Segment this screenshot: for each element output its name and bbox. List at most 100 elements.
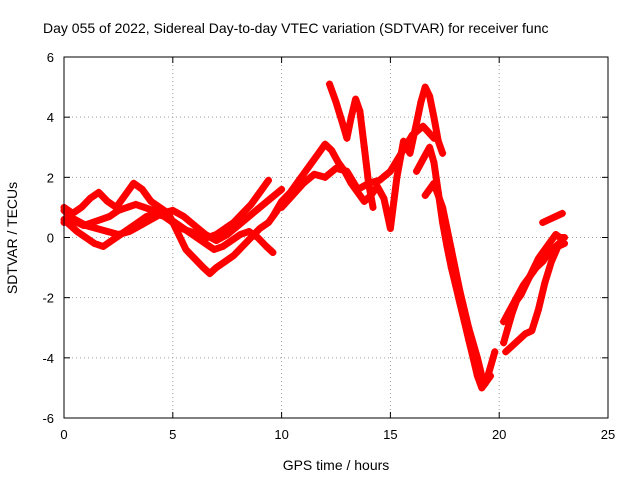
data-point bbox=[380, 194, 388, 202]
data-point bbox=[247, 234, 255, 241]
data-point bbox=[262, 243, 270, 251]
data-point bbox=[519, 282, 527, 290]
data-point bbox=[201, 230, 209, 238]
data-point bbox=[480, 381, 488, 389]
data-point bbox=[221, 224, 229, 232]
data-point bbox=[547, 258, 555, 266]
data-point bbox=[247, 200, 255, 208]
y-tick-label: 4 bbox=[47, 110, 54, 125]
data-point bbox=[419, 122, 427, 130]
data-point bbox=[82, 221, 90, 229]
data-point bbox=[169, 206, 177, 214]
data-point bbox=[312, 152, 320, 160]
data-point bbox=[125, 227, 133, 235]
data-point bbox=[199, 264, 207, 272]
x-tick-label: 10 bbox=[274, 427, 288, 442]
data-point bbox=[439, 149, 447, 157]
data-point bbox=[365, 179, 373, 187]
x-tick-label: 15 bbox=[383, 427, 397, 442]
plot-frame bbox=[63, 56, 609, 419]
data-point bbox=[421, 83, 429, 91]
grid bbox=[64, 57, 608, 418]
data-point bbox=[506, 306, 514, 314]
data-series bbox=[60, 80, 568, 392]
y-tick-label: 6 bbox=[47, 50, 54, 65]
data-point bbox=[82, 234, 90, 241]
data-point bbox=[288, 191, 296, 199]
data-point bbox=[539, 218, 547, 226]
data-point bbox=[430, 179, 438, 187]
data-point bbox=[295, 176, 303, 184]
data-point bbox=[413, 167, 421, 175]
data-point bbox=[543, 243, 551, 251]
data-point bbox=[173, 227, 181, 235]
data-point bbox=[545, 215, 553, 223]
data-point bbox=[417, 98, 425, 106]
data-point bbox=[321, 140, 329, 148]
data-point bbox=[245, 227, 253, 235]
data-point bbox=[147, 197, 155, 205]
data-point bbox=[376, 176, 384, 184]
data-point bbox=[343, 167, 351, 175]
data-point bbox=[343, 134, 351, 142]
data-point bbox=[223, 230, 231, 238]
data-point bbox=[180, 212, 188, 220]
data-point bbox=[386, 167, 394, 175]
data-point bbox=[328, 146, 336, 154]
data-point bbox=[352, 95, 360, 103]
data-point bbox=[90, 240, 98, 248]
data-point bbox=[473, 354, 481, 362]
data-point bbox=[430, 134, 438, 142]
data-trace-6 bbox=[326, 80, 377, 211]
data-point bbox=[426, 143, 434, 151]
data-point bbox=[93, 224, 101, 232]
data-point bbox=[186, 227, 194, 235]
data-point bbox=[269, 212, 277, 220]
data-point bbox=[256, 224, 264, 232]
y-tick-label: -2 bbox=[42, 291, 54, 306]
y-axis-label: SDTVAR / TECUs bbox=[4, 182, 20, 294]
data-trace-12 bbox=[539, 209, 566, 226]
data-point bbox=[321, 173, 329, 181]
data-point bbox=[456, 288, 464, 296]
data-point bbox=[356, 107, 364, 115]
data-point bbox=[210, 246, 218, 254]
data-point bbox=[77, 203, 85, 211]
data-point bbox=[147, 215, 155, 223]
x-tick-label: 20 bbox=[492, 427, 506, 442]
data-point bbox=[99, 243, 107, 251]
data-point bbox=[447, 246, 455, 254]
data-point bbox=[430, 113, 438, 121]
data-point bbox=[552, 230, 560, 238]
data-point bbox=[408, 131, 416, 139]
data-point bbox=[552, 212, 560, 220]
data-point bbox=[238, 243, 246, 251]
data-point bbox=[502, 348, 510, 356]
data-point bbox=[95, 188, 103, 196]
y-tick-label: -6 bbox=[42, 411, 54, 426]
data-point bbox=[419, 155, 427, 163]
data-point bbox=[158, 209, 166, 217]
data-point bbox=[245, 212, 253, 220]
data-point bbox=[539, 258, 547, 266]
data-point bbox=[386, 224, 394, 232]
data-point bbox=[278, 185, 286, 193]
data-point bbox=[310, 170, 318, 178]
data-point bbox=[71, 215, 79, 223]
y-tick-label: 2 bbox=[47, 170, 54, 185]
data-point bbox=[132, 200, 140, 208]
data-point bbox=[558, 209, 566, 217]
data-point bbox=[486, 363, 494, 371]
data-point bbox=[334, 158, 342, 166]
data-point bbox=[532, 264, 540, 272]
data-trace-10 bbox=[500, 237, 566, 326]
data-point bbox=[206, 270, 214, 278]
data-point bbox=[191, 221, 199, 229]
data-point bbox=[508, 342, 516, 350]
data-point bbox=[500, 339, 508, 347]
data-point bbox=[513, 294, 521, 302]
data-point bbox=[130, 179, 138, 187]
data-point bbox=[413, 119, 421, 127]
data-point bbox=[299, 179, 307, 187]
data-point bbox=[234, 221, 242, 229]
